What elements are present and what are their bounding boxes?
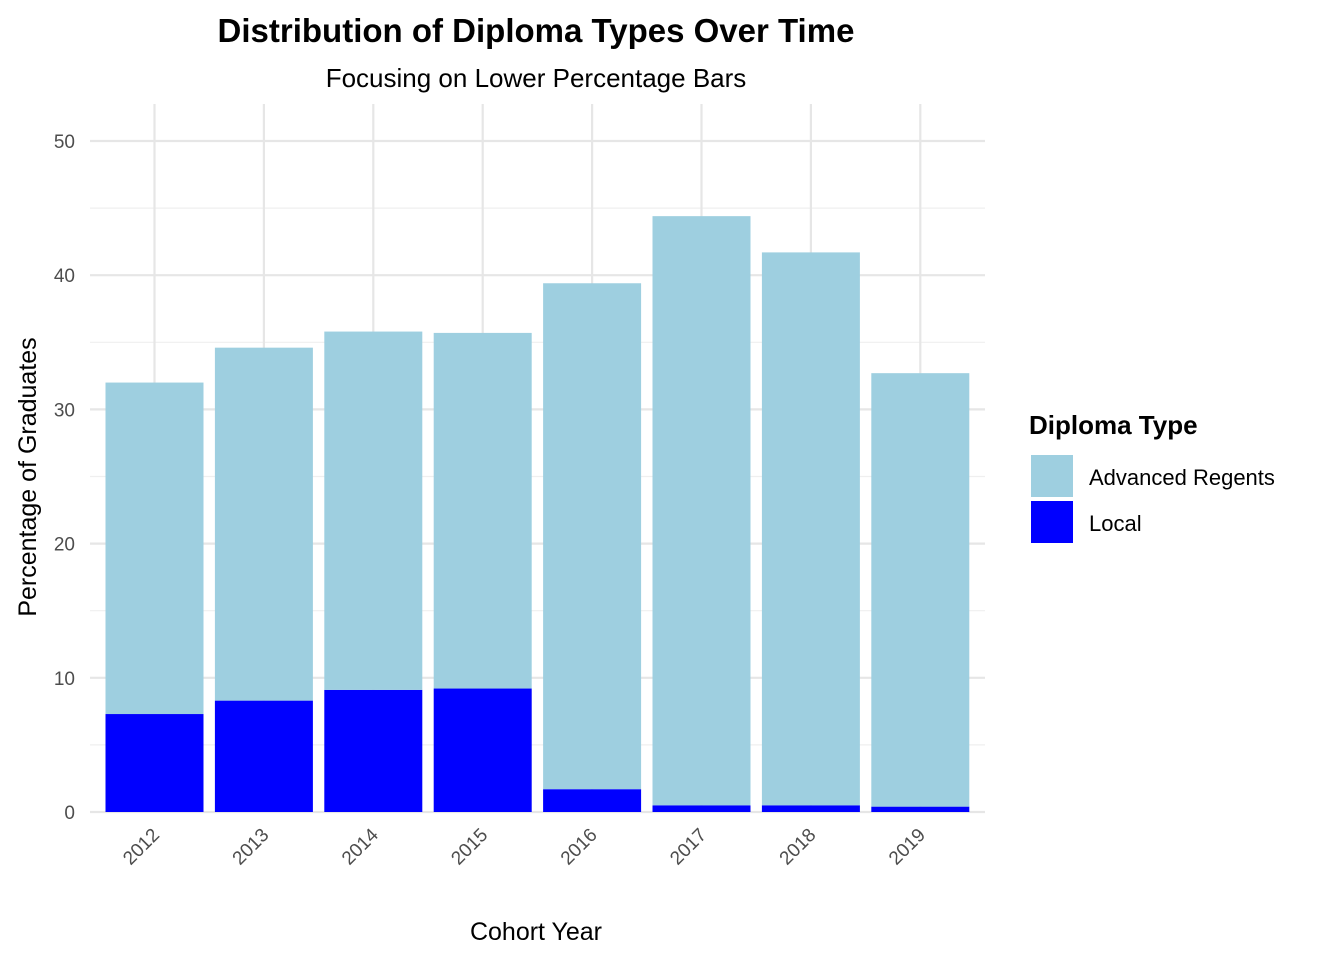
x-tick-label: 2019 xyxy=(885,825,930,870)
bar-local-2015 xyxy=(433,688,532,812)
bar-advanced-regents-2014 xyxy=(324,331,423,690)
y-tick-label: 0 xyxy=(64,803,75,824)
legend-label-local: Local xyxy=(1089,511,1142,536)
bar-advanced-regents-2016 xyxy=(543,283,642,790)
bar-local-2012 xyxy=(105,714,204,812)
bar-advanced-regents-2017 xyxy=(652,216,751,806)
bar-local-2017 xyxy=(652,805,751,812)
y-tick-label: 10 xyxy=(54,669,75,690)
bar-advanced-regents-2015 xyxy=(433,332,532,689)
x-tick-label: 2014 xyxy=(338,824,383,869)
y-tick-label: 50 xyxy=(54,132,75,153)
bar-advanced-regents-2013 xyxy=(214,347,313,701)
x-tick-label: 2018 xyxy=(776,825,821,870)
legend-title: Diploma Type xyxy=(1029,410,1198,440)
bar-local-2016 xyxy=(543,789,642,812)
y-axis-ticks: 0 10 20 30 40 50 xyxy=(54,132,75,824)
x-tick-label: 2012 xyxy=(119,825,164,870)
bar-local-2013 xyxy=(214,700,313,812)
bar-local-2018 xyxy=(761,805,860,812)
y-tick-label: 40 xyxy=(54,266,75,287)
x-tick-label: 2013 xyxy=(229,825,274,870)
bar-local-2014 xyxy=(324,689,423,812)
x-axis-ticks: 2012 2013 2014 2015 2016 2017 2018 2019 xyxy=(119,824,930,869)
legend: Diploma Type Advanced Regents Local xyxy=(1029,410,1275,543)
legend-label-advanced-regents: Advanced Regents xyxy=(1089,465,1275,490)
y-tick-label: 30 xyxy=(54,400,75,421)
bar-local-2019 xyxy=(871,806,970,812)
x-tick-label: 2016 xyxy=(557,825,602,870)
chart-subtitle: Focusing on Lower Percentage Bars xyxy=(326,63,747,93)
x-tick-label: 2017 xyxy=(666,825,711,870)
legend-swatch-advanced-regents xyxy=(1031,455,1073,497)
bars xyxy=(105,216,970,812)
x-axis-title: Cohort Year xyxy=(470,918,602,946)
y-axis-title: Percentage of Graduates xyxy=(14,337,42,616)
legend-swatch-local xyxy=(1031,501,1073,543)
x-tick-label: 2015 xyxy=(447,825,492,870)
bar-advanced-regents-2019 xyxy=(871,373,970,807)
bar-advanced-regents-2018 xyxy=(761,252,860,806)
y-tick-label: 20 xyxy=(54,535,75,556)
bar-advanced-regents-2012 xyxy=(105,382,204,715)
chart-title: Distribution of Diploma Types Over Time xyxy=(218,12,855,49)
